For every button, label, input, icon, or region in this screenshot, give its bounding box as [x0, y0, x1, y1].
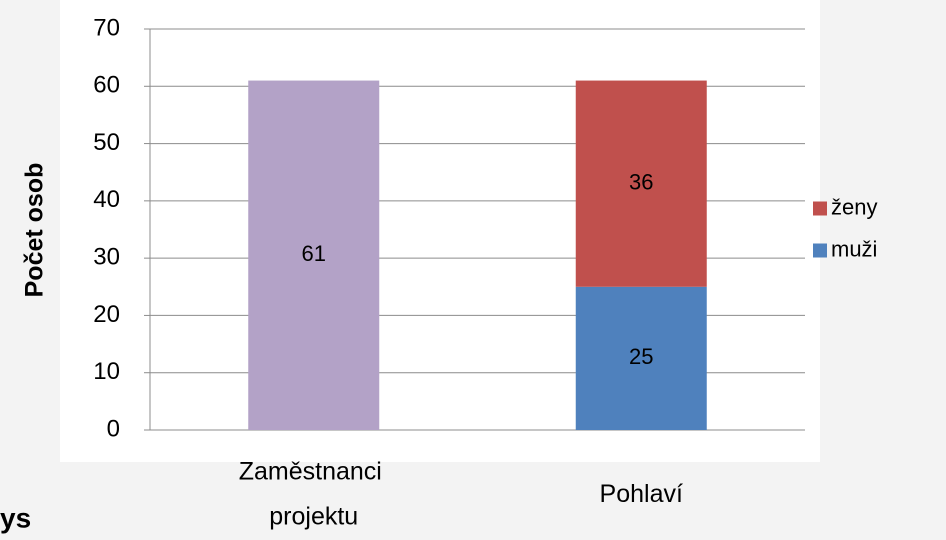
- x-tick-label: Zaměstnanci projektu: [239, 457, 389, 530]
- x-tick-label: Pohlaví: [600, 480, 683, 508]
- data-label: 61: [302, 241, 326, 266]
- y-tick-label: 0: [107, 415, 120, 442]
- y-tick-label: 40: [93, 186, 120, 213]
- y-tick-label: 70: [93, 14, 120, 41]
- y-tick-label: 20: [93, 301, 120, 328]
- legend-label: muži: [831, 236, 877, 261]
- legend-swatch: [813, 243, 827, 258]
- y-axis-label: Počet osob: [21, 163, 49, 298]
- data-label: 36: [629, 169, 653, 194]
- data-label: 25: [629, 344, 653, 369]
- y-tick-label: 30: [93, 243, 120, 270]
- legend-label: ženy: [831, 194, 877, 219]
- y-tick-label: 60: [93, 72, 120, 99]
- bar-segment: [575, 80, 707, 287]
- y-tick-label: 50: [93, 129, 120, 156]
- bar-segment: [248, 80, 380, 431]
- y-tick-label: 10: [93, 358, 120, 385]
- bar-segment: [575, 286, 707, 430]
- annotation: ys: [0, 502, 31, 533]
- legend-swatch: [813, 201, 827, 216]
